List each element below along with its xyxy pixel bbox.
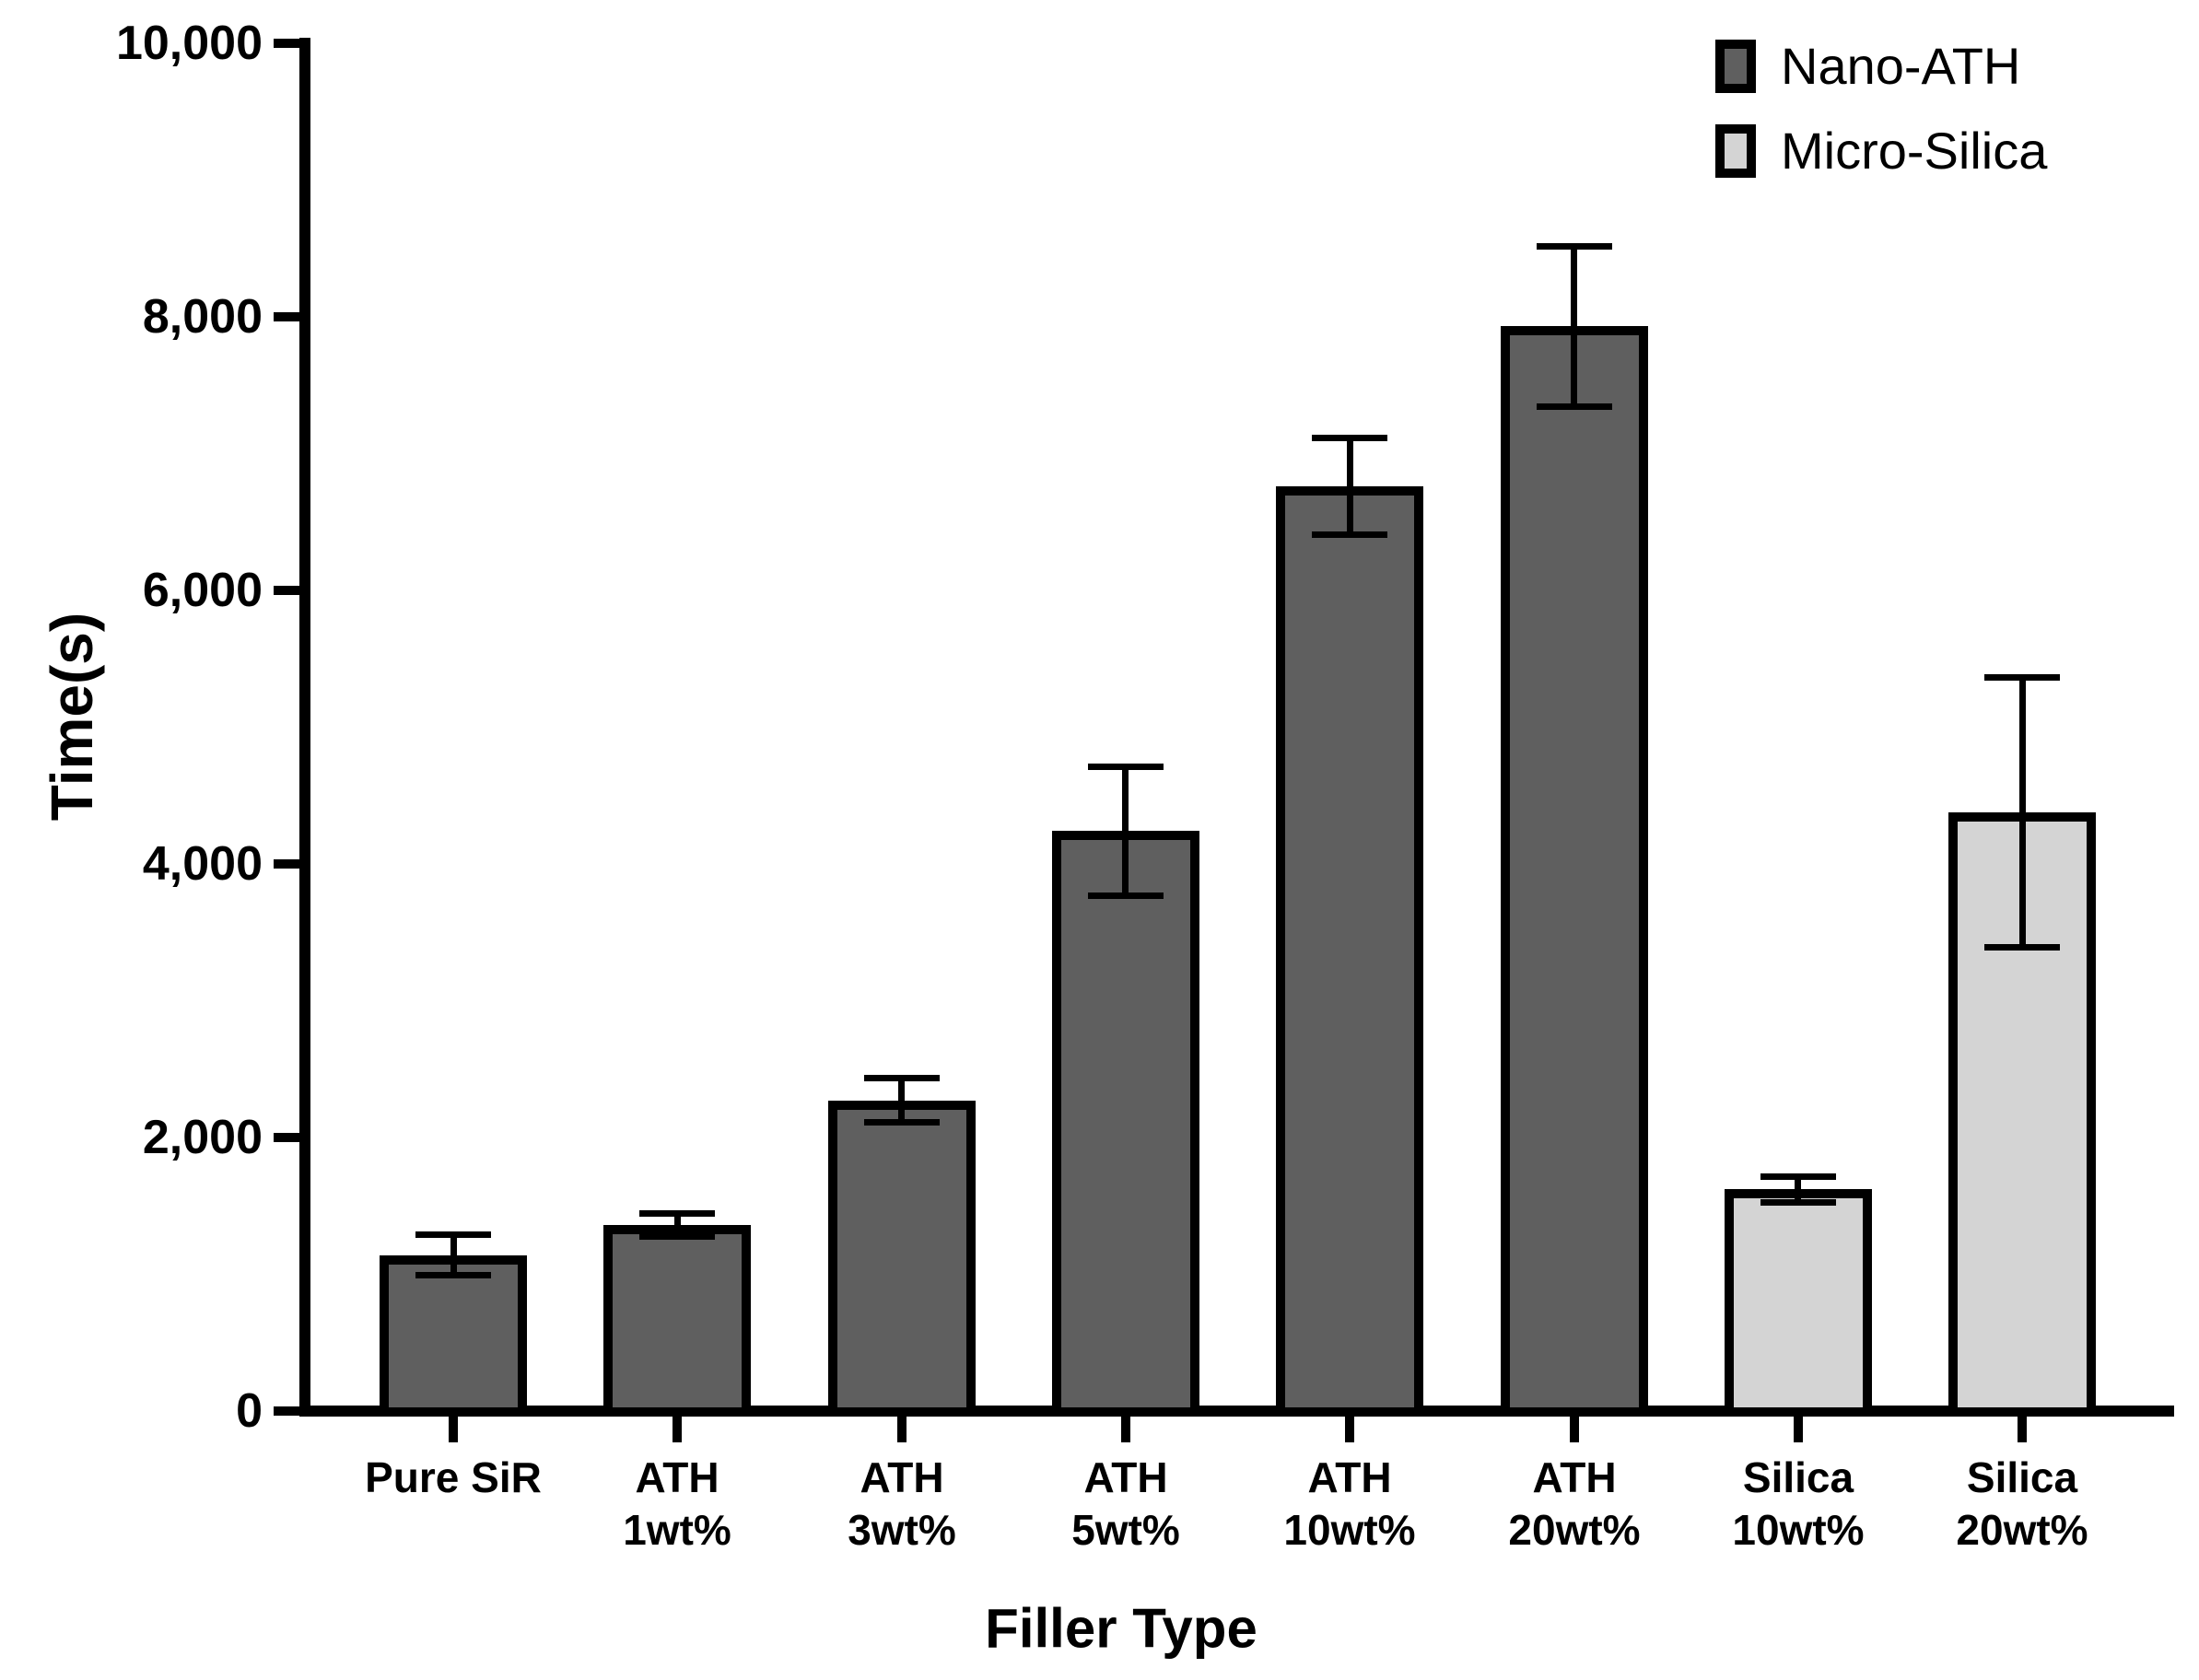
error-bar-cap-top [1312, 435, 1387, 441]
bar-ath-20wt [1501, 326, 1648, 1417]
y-tick [274, 859, 299, 869]
error-bar-cap-top [415, 1231, 491, 1238]
x-tick-label-line: Silica [1742, 1453, 1854, 1501]
error-bar-cap-top [1984, 674, 2060, 681]
x-tick-label-line: ATH [1307, 1453, 1392, 1501]
error-bar-line [1795, 1176, 1801, 1203]
error-bar-line [450, 1234, 457, 1276]
y-tick [274, 1406, 299, 1416]
y-tick-label: 8,000 [142, 290, 263, 344]
bar-ath-3wt [828, 1101, 976, 1417]
x-tick-label-line: ATH [1532, 1453, 1617, 1501]
error-bar-line [1122, 766, 1129, 896]
error-bar-line [2019, 677, 2026, 948]
legend-label-nano-ath: Nano-ATH [1781, 37, 2021, 95]
bar-ath-1wt [603, 1225, 751, 1417]
x-tick [1570, 1417, 1579, 1442]
y-tick [274, 39, 299, 48]
x-tick-label-line: 1wt% [623, 1506, 731, 1554]
x-tick-label: Silica 10wt% [1688, 1452, 1909, 1557]
legend-swatch-micro-silica-icon [1715, 124, 1756, 178]
x-tick [449, 1417, 458, 1442]
error-bar-line [898, 1078, 905, 1123]
x-tick-label-line: ATH [1083, 1453, 1168, 1501]
error-bar-cap-top [1760, 1173, 1836, 1180]
x-tick-label: ATH 5wt% [1015, 1452, 1236, 1557]
legend-swatch-nano-ath-icon [1715, 40, 1756, 93]
error-bar-cap-bottom [415, 1272, 491, 1278]
x-tick-label-line: Silica [1966, 1453, 2078, 1501]
y-tick-label: 0 [236, 1384, 263, 1438]
error-bar-cap-bottom [1760, 1199, 1836, 1206]
error-bar-cap-top [639, 1210, 715, 1217]
x-axis-title: Filler Type [985, 1597, 1257, 1660]
y-tick-label: 4,000 [142, 837, 263, 891]
x-tick [1121, 1417, 1130, 1442]
legend-label-micro-silica: Micro-Silica [1781, 122, 2048, 180]
x-tick-label-line: 3wt% [848, 1506, 956, 1554]
y-axis-line [299, 38, 310, 1417]
y-tick-label: 6,000 [142, 564, 263, 617]
y-tick-label: 10,000 [115, 17, 263, 70]
x-tick-label-line: 20wt% [1508, 1506, 1641, 1554]
error-bar-cap-top [1088, 764, 1164, 770]
x-tick-label-line: 20wt% [1956, 1506, 2088, 1554]
y-tick [274, 586, 299, 595]
x-tick-label-line: 10wt% [1283, 1506, 1416, 1554]
y-axis-title: Time(s) [39, 612, 105, 822]
x-tick-label: ATH 3wt% [791, 1452, 1012, 1557]
error-bar-cap-bottom [1537, 403, 1612, 410]
error-bar-cap-top [864, 1075, 940, 1081]
x-tick-label: ATH 20wt% [1464, 1452, 1685, 1557]
error-bar-cap-bottom [1088, 892, 1164, 899]
error-bar-line [1571, 246, 1577, 407]
legend-item-nano-ath: Nano-ATH [1715, 40, 2047, 93]
y-tick [274, 1133, 299, 1142]
error-bar-line [674, 1213, 681, 1237]
error-bar-cap-top [1537, 243, 1612, 250]
x-tick-label: ATH 1wt% [567, 1452, 788, 1557]
bar-ath-10wt [1276, 486, 1423, 1417]
y-tick-label: 2,000 [142, 1111, 263, 1164]
error-bar-cap-bottom [1312, 531, 1387, 538]
error-bar-cap-bottom [1984, 944, 2060, 951]
x-tick [673, 1417, 682, 1442]
x-axis-line [299, 1406, 2174, 1417]
x-tick-label-line: 10wt% [1732, 1506, 1865, 1554]
x-tick-label-line: ATH [635, 1453, 719, 1501]
error-bar-cap-bottom [639, 1233, 715, 1240]
x-tick [1345, 1417, 1354, 1442]
bar-puresir [380, 1255, 527, 1417]
x-tick [897, 1417, 907, 1442]
error-bar-line [1347, 438, 1353, 535]
error-bar-cap-bottom [864, 1119, 940, 1126]
legend-item-micro-silica: Micro-Silica [1715, 124, 2047, 178]
x-tick [2018, 1417, 2027, 1442]
legend: Nano-ATH Micro-Silica [1715, 40, 2047, 209]
x-tick-label-line: 5wt% [1071, 1506, 1180, 1554]
y-tick [274, 312, 299, 321]
x-tick-label: Silica 20wt% [1912, 1452, 2133, 1557]
x-tick-label: ATH 10wt% [1239, 1452, 1460, 1557]
x-tick-label-line: ATH [860, 1453, 944, 1501]
x-tick-label-line: Pure SiR [365, 1453, 542, 1501]
x-tick [1794, 1417, 1803, 1442]
bar-ath-5wt [1052, 831, 1199, 1417]
x-tick-label: Pure SiR [343, 1452, 564, 1504]
bar-silica-10wt [1725, 1189, 1872, 1417]
